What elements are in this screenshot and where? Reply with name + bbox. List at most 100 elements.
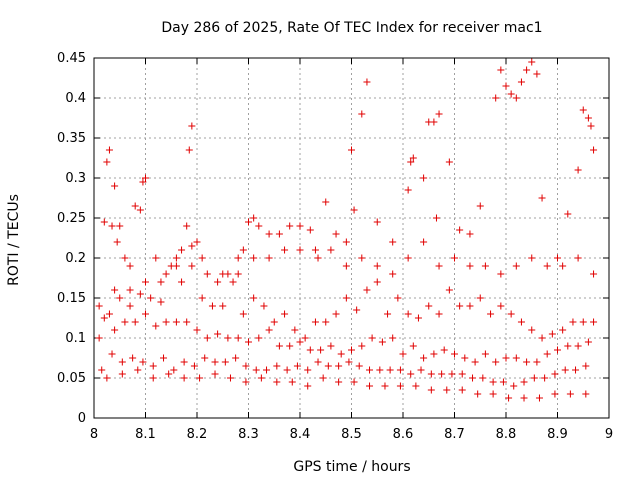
data-point [497, 302, 505, 310]
data-point [564, 210, 572, 218]
data-point [355, 362, 363, 370]
data-point [265, 326, 273, 334]
data-point [214, 330, 222, 338]
data-point [322, 198, 330, 206]
data-point [582, 362, 590, 370]
data-point [489, 378, 497, 386]
data-point [399, 350, 407, 358]
data-point [291, 326, 299, 334]
y-tick-label: 0 [78, 411, 86, 426]
x-tick-label: 8.7 [444, 427, 465, 442]
y-tick-label: 0.35 [57, 131, 86, 146]
data-point [232, 354, 240, 362]
data-point [263, 366, 271, 374]
data-point [554, 254, 561, 262]
data-point [311, 246, 319, 254]
data-point [327, 246, 335, 254]
data-point [255, 334, 263, 342]
data-point [533, 358, 541, 366]
data-point [376, 366, 384, 374]
data-point [157, 278, 165, 286]
data-point [404, 310, 412, 318]
data-point [551, 370, 559, 378]
data-point [134, 366, 142, 374]
data-point [373, 278, 381, 286]
data-point [273, 362, 281, 370]
x-tick-label: 8.5 [341, 427, 362, 442]
data-point [481, 262, 489, 270]
data-point [373, 218, 381, 226]
data-point [574, 254, 582, 262]
data-point [543, 262, 551, 270]
data-point [466, 262, 474, 270]
data-point [396, 366, 404, 374]
data-point [203, 270, 211, 278]
data-point [350, 206, 358, 214]
data-point [420, 238, 428, 246]
data-point [350, 378, 358, 386]
data-point [234, 270, 242, 278]
data-point [245, 338, 252, 346]
data-point [275, 342, 283, 350]
data-point [105, 146, 113, 154]
data-point [512, 262, 520, 270]
x-axis-label: GPS time / hours [293, 459, 410, 475]
data-point [479, 374, 487, 382]
data-point [481, 350, 489, 358]
data-point [219, 302, 227, 310]
x-tick-label: 8.2 [187, 427, 208, 442]
axis-ticks: 8 8.1 8.2 8.3 8.4 8.5 8.6 8.7 8.8 8.9 9 0 0.05 0.1 0.1… [57, 51, 613, 442]
y-tick-label: 0.05 [57, 371, 86, 386]
data-point [198, 254, 206, 262]
data-point [438, 370, 446, 378]
y-tick-label: 0.15 [57, 291, 86, 306]
data-point [404, 186, 412, 194]
data-point [523, 358, 531, 366]
data-point [152, 322, 160, 330]
data-point [471, 358, 479, 366]
data-point [420, 354, 428, 362]
data-point [554, 346, 561, 354]
data-point [111, 182, 119, 190]
y-tick-label: 0.4 [65, 91, 86, 106]
data-point [396, 382, 404, 390]
data-point [502, 354, 510, 362]
data-point [366, 382, 374, 390]
x-tick-label: 8.8 [496, 427, 517, 442]
data-point [342, 238, 350, 246]
y-tick-label: 0.25 [57, 211, 86, 226]
data-point [172, 254, 180, 262]
data-point [260, 302, 268, 310]
data-point [226, 374, 234, 382]
data-point [221, 358, 229, 366]
data-point [590, 318, 598, 326]
data-point [358, 254, 366, 262]
data-point [95, 334, 103, 342]
data-point [507, 310, 515, 318]
data-point [306, 346, 314, 354]
data-point [147, 294, 155, 302]
data-point [574, 166, 582, 174]
data-point [149, 362, 157, 370]
data-point [113, 238, 121, 246]
data-point [358, 110, 366, 118]
data-point [445, 158, 453, 166]
data-point [497, 66, 505, 74]
data-point [517, 78, 525, 86]
data-point [111, 326, 119, 334]
data-point [139, 358, 147, 366]
data-point [142, 278, 149, 286]
data-point [100, 314, 108, 322]
data-point [420, 174, 428, 182]
data-point [559, 326, 567, 334]
data-point [108, 222, 116, 230]
data-point [100, 218, 108, 226]
data-point [152, 254, 160, 262]
data-point [324, 362, 332, 370]
y-axis-label: ROTI / TECUs [6, 194, 22, 286]
data-point [404, 254, 412, 262]
data-point [512, 94, 520, 102]
data-point [180, 374, 188, 382]
data-point [193, 238, 201, 246]
data-point [255, 222, 263, 230]
